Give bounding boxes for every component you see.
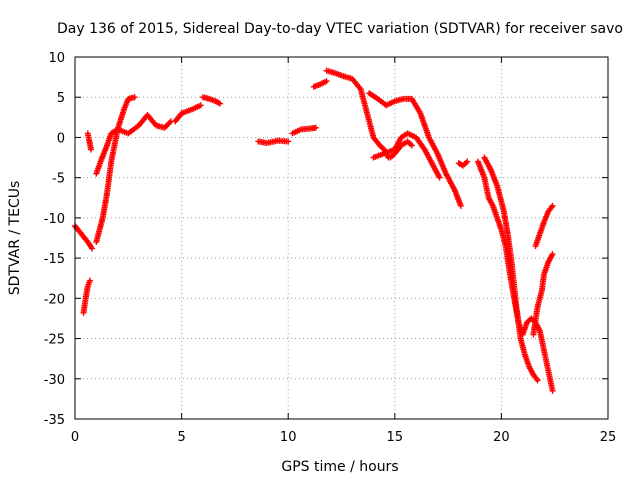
data-series <box>323 67 392 161</box>
axis-ticks: 0 5 10 15 20 25 10 5 0 -5 -10 -15 -20 -25 -30 -35 <box>44 51 617 445</box>
data-point <box>87 146 94 153</box>
data-series <box>387 138 415 161</box>
data-point <box>216 100 223 107</box>
data-point <box>549 387 556 394</box>
data-series <box>370 130 443 181</box>
y-tick-label: 10 <box>48 51 65 66</box>
x-tick-label: 10 <box>280 430 297 445</box>
data-point <box>285 138 292 145</box>
data-points <box>72 67 556 394</box>
data-series <box>255 137 292 147</box>
x-tick-label: 20 <box>493 430 510 445</box>
data-point <box>534 377 541 384</box>
grid-lines <box>75 57 608 419</box>
chart-title: Day 136 of 2015, Sidereal Day-to-day VTE… <box>57 21 623 37</box>
y-tick-label: -25 <box>44 333 65 348</box>
y-tick-label: -35 <box>44 413 65 428</box>
data-point <box>457 202 464 209</box>
data-series <box>481 154 541 384</box>
x-axis-label: GPS time / hours <box>281 459 398 475</box>
data-point <box>89 245 96 252</box>
y-tick-label: 0 <box>57 131 65 146</box>
data-point <box>312 124 319 131</box>
data-point <box>86 277 93 284</box>
y-tick-label: -10 <box>44 212 65 227</box>
x-tick-label: 25 <box>600 430 617 445</box>
data-series <box>455 158 471 169</box>
data-series <box>199 94 223 107</box>
data-point <box>166 119 173 126</box>
data-series <box>532 202 556 250</box>
plot-frame <box>74 56 609 420</box>
data-series <box>72 222 96 252</box>
y-tick-label: -20 <box>44 292 65 307</box>
data-point <box>197 102 204 109</box>
x-tick-label: 0 <box>71 430 79 445</box>
data-point <box>323 78 330 85</box>
data-series <box>93 111 174 177</box>
data-series <box>80 277 93 316</box>
x-tick-label: 15 <box>387 430 404 445</box>
data-point <box>131 94 138 101</box>
data-series <box>93 94 138 246</box>
data-point <box>549 202 556 209</box>
data-point <box>436 174 443 181</box>
data-point <box>549 251 556 258</box>
data-point <box>464 158 471 165</box>
data-series <box>366 90 464 209</box>
data-series <box>530 251 556 338</box>
data-series <box>310 78 330 90</box>
data-series <box>289 124 319 137</box>
y-tick-label: -5 <box>52 172 65 187</box>
data-point <box>408 142 415 149</box>
x-tick-label: 5 <box>177 430 185 445</box>
y-tick-label: -30 <box>44 373 65 388</box>
data-series <box>172 102 204 125</box>
y-tick-label: -15 <box>44 252 65 267</box>
y-tick-label: 5 <box>57 91 65 106</box>
data-series <box>84 130 94 153</box>
y-axis-label: SDTVAR / TECUs <box>7 181 23 296</box>
